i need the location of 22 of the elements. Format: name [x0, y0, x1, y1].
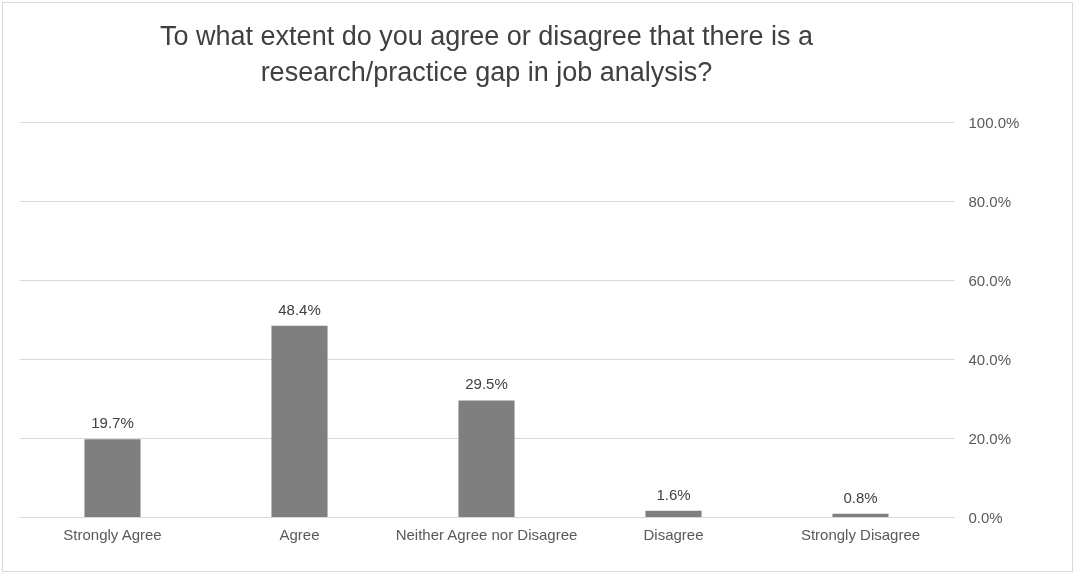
y-tick-label: 20.0%	[968, 429, 1012, 447]
x-tick-label: Strongly Agree	[63, 525, 162, 543]
data-label: 19.7%	[91, 414, 134, 432]
data-label: 48.4%	[278, 300, 321, 318]
bar	[645, 510, 702, 517]
data-label: 0.8%	[843, 488, 878, 506]
y-tick-label: 0.0%	[968, 508, 1003, 526]
x-tick-label: Strongly Disagree	[800, 525, 921, 543]
x-tick-label: Disagree	[643, 525, 704, 543]
x-tick-label: Neither Agree nor Disagree	[395, 525, 578, 543]
x-tick-label: Agree	[279, 525, 320, 543]
chart-title: To what extent do you agree or disagree that there is a research/practice gap in job analysis?	[160, 21, 814, 87]
bar	[458, 400, 515, 517]
bar	[84, 439, 141, 517]
bar	[271, 325, 328, 517]
y-tick-label: 100.0%	[968, 113, 1020, 131]
data-label: 1.6%	[656, 485, 691, 503]
y-tick-label: 40.0%	[968, 350, 1012, 368]
y-tick-label: 80.0%	[968, 192, 1012, 210]
y-tick-label: 60.0%	[968, 271, 1012, 289]
bar	[832, 513, 889, 517]
data-label: 29.5%	[465, 375, 508, 393]
